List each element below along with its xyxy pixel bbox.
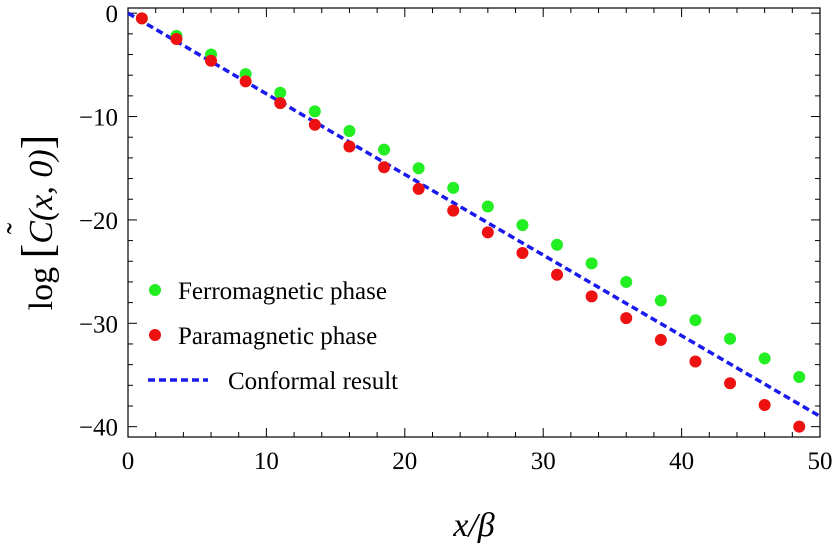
ferromagnetic-point <box>274 86 287 99</box>
paramagnetic-point <box>378 161 391 174</box>
conformal-result-line-segment <box>127 11 821 418</box>
y-tick-label: −10 <box>79 105 118 132</box>
ferromagnetic-point <box>689 314 702 327</box>
legend-label: Ferromagnetic phase <box>178 278 387 305</box>
ferromagnetic-point <box>516 219 529 232</box>
ferromagnetic-point <box>412 162 425 175</box>
paramagnetic-point <box>308 118 321 131</box>
y-axis-title-text: log [C(x, 0)] <box>13 135 62 311</box>
ferromagnetic-point <box>620 275 633 288</box>
x-tick-label: 30 <box>531 448 556 475</box>
paramagnetic-point <box>793 420 806 433</box>
ferromagnetic-point <box>551 238 564 251</box>
x-tick-label: 10 <box>254 448 279 475</box>
paramagnetic-point <box>135 12 148 25</box>
paramagnetic-point <box>551 268 564 281</box>
ferromagnetic-point <box>378 143 391 156</box>
y-tick-label: −20 <box>79 208 118 235</box>
ferromagnetic-point <box>481 200 494 213</box>
legend: Ferromagnetic phase Paramagnetic phase Con… <box>148 278 398 395</box>
ferromagnetic-point <box>343 125 356 138</box>
paramagnetic-point <box>516 246 529 259</box>
y-axis-title-tilde: ˜ <box>1 222 38 234</box>
y-axis-title: log [C(x, 0)]˜ <box>1 135 62 311</box>
paramagnetic-point <box>447 204 460 217</box>
paramagnetic-point <box>481 226 494 239</box>
paramagnetic-point <box>758 398 771 411</box>
paramagnetic-point <box>274 97 287 110</box>
ferromagnetic-point <box>585 257 598 270</box>
paramagnetic-point <box>654 333 667 346</box>
ferromagnetic-point <box>654 294 667 307</box>
plot-frame <box>127 7 821 438</box>
x-axis-title: x/β <box>452 507 495 544</box>
ferromagnetic-point <box>758 352 771 365</box>
y-tick-label: −40 <box>79 415 118 442</box>
legend-label: Conformal result <box>228 368 398 395</box>
paramagnetic-point <box>343 140 356 153</box>
ferromagnetic-point <box>724 332 737 345</box>
conformal-result-line <box>127 11 821 418</box>
x-tick-label: 40 <box>669 448 694 475</box>
ferromagnetic-point <box>308 105 321 118</box>
y-tick-label: 0 <box>106 1 119 28</box>
ferromagnetic-point <box>447 181 460 194</box>
paramagnetic-point <box>620 312 633 325</box>
y-tick-label: −30 <box>79 311 118 338</box>
paramagnetic-point <box>412 182 425 195</box>
legend-marker <box>149 329 161 341</box>
axis-ticks <box>127 8 821 437</box>
paramagnetic-point <box>170 33 183 46</box>
paramagnetic-point <box>205 54 218 67</box>
paramagnetic-point <box>239 75 252 88</box>
x-tick-label: 0 <box>122 448 135 475</box>
x-tick-label: 20 <box>392 448 417 475</box>
paramagnetic-point <box>689 355 702 368</box>
x-tick-label: 50 <box>808 448 833 475</box>
data-markers <box>135 12 806 433</box>
axis-tick-labels: 0 10 20 30 40 50 0 −10 −20 −30 −40 <box>79 1 833 475</box>
paramagnetic-point <box>585 290 598 303</box>
paramagnetic-point <box>724 377 737 390</box>
legend-label: Paramagnetic phase <box>178 323 377 350</box>
ferromagnetic-point <box>793 371 806 384</box>
legend-marker <box>149 284 161 296</box>
